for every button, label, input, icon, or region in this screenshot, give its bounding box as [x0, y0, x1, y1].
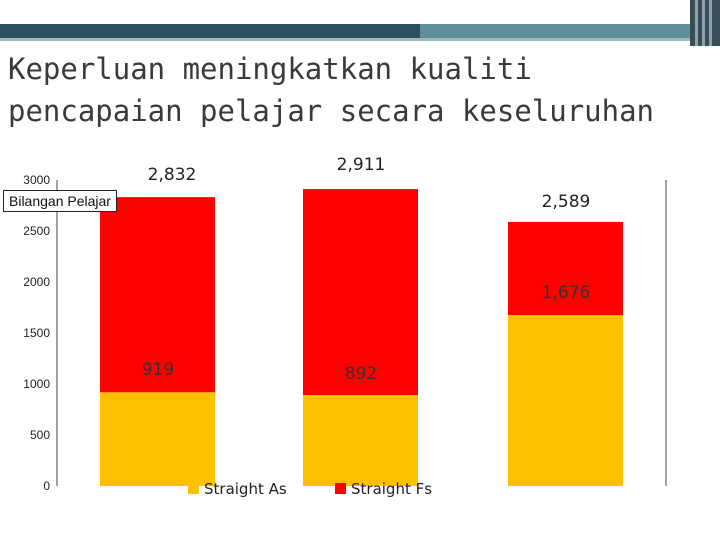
y-tick-label: 0: [43, 479, 50, 493]
slide-top-area: [0, 0, 720, 24]
straight-as-value-label: 1,676: [542, 283, 591, 303]
bar-straight-fs: [100, 197, 215, 393]
straight-as-value-label: 919: [142, 360, 174, 380]
y-tick-label: 3000: [23, 173, 50, 187]
slide-title-line-2: pencapaian pelajar secara keseluruhan: [8, 94, 655, 128]
bar-straight-as: [508, 315, 623, 486]
straight-as-value-label: 892: [345, 364, 377, 384]
header-band-accent: [420, 24, 720, 38]
legend-swatch: [188, 483, 199, 494]
y-tick-label: 2000: [23, 275, 50, 289]
legend-label: Straight Fs: [351, 480, 432, 498]
corner-decoration: [690, 0, 720, 46]
total-label: 2,832: [148, 165, 197, 185]
y-tick-label: 1500: [23, 326, 50, 340]
bars-group: [100, 189, 623, 486]
header-rule: [0, 38, 720, 41]
corner-stripe: [702, 0, 705, 46]
corner-stripe: [695, 0, 698, 46]
y-axis-label: Bilangan Pelajar: [3, 190, 117, 212]
slide-title: Keperluan meningkatkan kualiti pencapaia…: [8, 48, 708, 132]
bar-straight-as: [303, 395, 418, 486]
bar-straight-fs: [303, 189, 418, 396]
legend-swatch: [335, 483, 346, 494]
slide-title-line-1: Keperluan meningkatkan kualiti: [8, 52, 532, 86]
y-tick-label: 1000: [23, 377, 50, 391]
y-tick-label: 500: [30, 428, 50, 442]
bar-straight-fs: [508, 221, 623, 316]
y-axis: 0 500 1000 1500 2000 2500 3000: [23, 173, 667, 493]
total-label: 2,589: [542, 192, 591, 212]
legend-label: Straight As: [204, 480, 287, 498]
y-tick-label: 2500: [23, 224, 50, 238]
legend: Straight As Straight Fs: [188, 480, 432, 498]
data-labels-group: 2,832 2,911 2,589 919 892 1,676: [142, 155, 591, 384]
corner-stripe: [709, 0, 712, 46]
bar-straight-as: [100, 392, 215, 486]
stacked-bar-chart: 0 500 1000 1500 2000 2500 3000 2,832 2,911 2,589…: [23, 155, 667, 498]
total-label: 2,911: [337, 155, 386, 175]
